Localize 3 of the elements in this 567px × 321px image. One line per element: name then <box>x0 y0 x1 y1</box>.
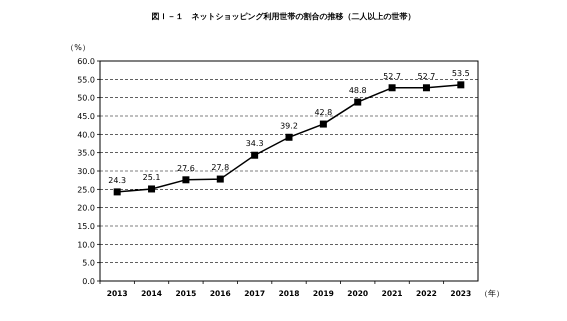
xlabel: （年） <box>480 289 504 298</box>
ylabel: （%） <box>66 43 90 52</box>
title: 図Ｉ－１ ネットショッピング利用世帯の割合の推移（二人以上の世帯） <box>152 12 416 21</box>
